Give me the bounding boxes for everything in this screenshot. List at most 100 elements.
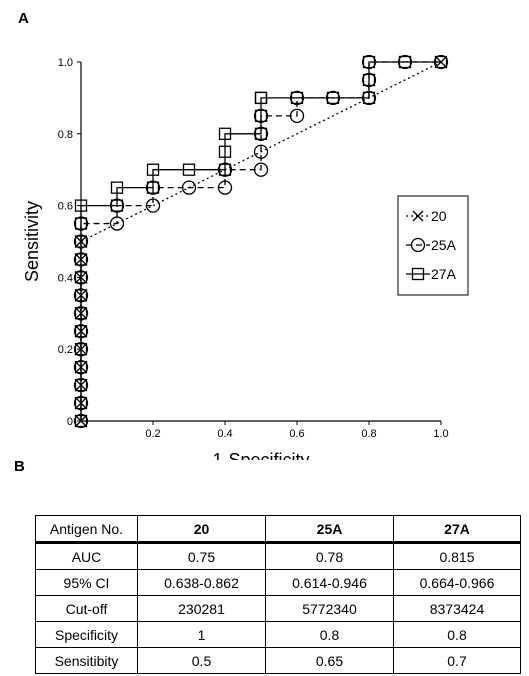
data-point-25A [73, 324, 89, 339]
table-header-cell: 20 [137, 515, 266, 544]
data-point-20 [75, 343, 87, 355]
table-header-row: Antigen No. 20 25A 27A [35, 515, 521, 544]
data-point-25A [73, 252, 89, 267]
data-point-25A [289, 108, 305, 123]
data-point-20 [75, 307, 87, 319]
legend-label-20: 20 [431, 208, 447, 224]
table-cell: 0.78 [265, 542, 394, 570]
x-tick-label: 0.6 [289, 428, 304, 440]
table-row: Cut-off 230281 5772340 8373424 [35, 595, 521, 622]
data-point-27A [146, 181, 160, 194]
data-point-25A [217, 180, 233, 195]
data-point-25A [73, 234, 89, 249]
table-cell: 0.8 [265, 621, 394, 648]
table-cell: 0.638-0.862 [137, 569, 266, 596]
data-point-25A [181, 180, 197, 195]
data-point-27A [290, 91, 304, 105]
data-point-27A [254, 109, 268, 122]
data-point-20 [75, 325, 87, 337]
data-point-20 [75, 253, 87, 265]
data-point-25A [73, 270, 89, 285]
table-cell: 0.65 [265, 647, 394, 674]
legend-marker-20 [412, 210, 424, 222]
legend-marker-27A [411, 267, 425, 281]
roc-chart: 0.2 0.4 0.6 0.8 1.0 0 0.2 0.4 0.6 0.8 1.0 20 25A 27A… [22, 54, 469, 460]
data-point-25A [361, 90, 377, 106]
data-point-27A [74, 396, 88, 410]
panel-b-label: B [14, 458, 25, 475]
table-cell: 8373424 [393, 595, 521, 622]
data-point-25A [217, 162, 233, 177]
data-point-25A [361, 72, 377, 88]
data-point-27A [182, 163, 196, 176]
data-point-27A [254, 127, 268, 140]
data-point-25A [73, 377, 89, 393]
x-tick-label: 0.2 [145, 428, 160, 440]
data-point-27A [110, 181, 124, 194]
data-point-27A [398, 55, 412, 69]
table-cell: AUC [35, 542, 138, 570]
data-point-20 [75, 236, 87, 247]
data-point-27A [74, 414, 88, 428]
x-tick-label: 0.4 [217, 428, 232, 440]
data-point-25A [73, 395, 89, 411]
data-point-20 [435, 56, 447, 68]
data-point-25A [253, 144, 269, 159]
data-point-27A [362, 55, 376, 69]
data-point-20 [75, 415, 87, 427]
table-cell: 0.7 [393, 647, 521, 674]
data-point-25A [73, 288, 89, 303]
data-point-27A [74, 289, 88, 302]
data-point-25A [433, 54, 449, 70]
y-tick-label: 0 [67, 416, 73, 428]
legend-marker-25A [410, 237, 426, 253]
data-point-25A [73, 342, 89, 357]
table-cell: Cut-off [35, 595, 138, 622]
y-tick-label: 0.4 [58, 272, 73, 284]
table-header-cell: 27A [393, 515, 521, 544]
data-point-27A [362, 91, 376, 105]
table-cell: 0.75 [137, 542, 266, 570]
data-point-25A [73, 413, 89, 429]
table-row: AUC 0.75 0.78 0.815 [35, 542, 521, 570]
data-point-27A [74, 199, 88, 212]
data-point-27A [74, 235, 88, 248]
data-point-27A [74, 343, 88, 356]
data-point-25A [73, 216, 89, 231]
series-line-27A [80, 61, 441, 421]
data-point-25A [145, 198, 161, 213]
y-tick-label: 0.6 [58, 201, 73, 213]
data-point-20 [75, 289, 87, 301]
table-cell: 0.664-0.966 [393, 569, 521, 596]
data-point-25A [361, 54, 377, 70]
data-point-25A [145, 180, 161, 195]
data-point-27A [362, 73, 376, 87]
y-tick-label: 0.2 [58, 344, 73, 356]
y-tick-label: 1.0 [58, 57, 73, 69]
data-point-27A [326, 91, 340, 105]
x-tick-label: 1.0 [433, 428, 448, 440]
table-cell: 1 [137, 621, 266, 648]
table-cell: Sensitibity [35, 647, 138, 674]
table-cell: 5772340 [265, 595, 394, 622]
y-tick-label: 0.8 [58, 129, 73, 141]
data-point-27A [254, 91, 268, 105]
x-axis-label: 1-Specificity [212, 450, 309, 460]
data-point-25A [397, 54, 413, 70]
data-point-25A [109, 198, 125, 213]
data-point-27A [218, 163, 232, 176]
table-cell: 0.614-0.946 [265, 569, 394, 596]
data-point-27A [218, 145, 232, 158]
table-cell: 0.815 [393, 542, 521, 570]
data-point-27A [110, 199, 124, 212]
data-point-25A [253, 162, 269, 177]
table-cell: Specificity [35, 621, 138, 648]
data-point-27A [74, 307, 88, 320]
table-cell: 0.8 [393, 621, 521, 648]
data-point-27A [146, 163, 160, 176]
panel-a-label: A [18, 10, 29, 27]
table-cell: 230281 [137, 595, 266, 622]
data-point-25A [253, 126, 269, 141]
legend-label-25A: 25A [431, 237, 457, 253]
data-point-27A [74, 325, 88, 338]
